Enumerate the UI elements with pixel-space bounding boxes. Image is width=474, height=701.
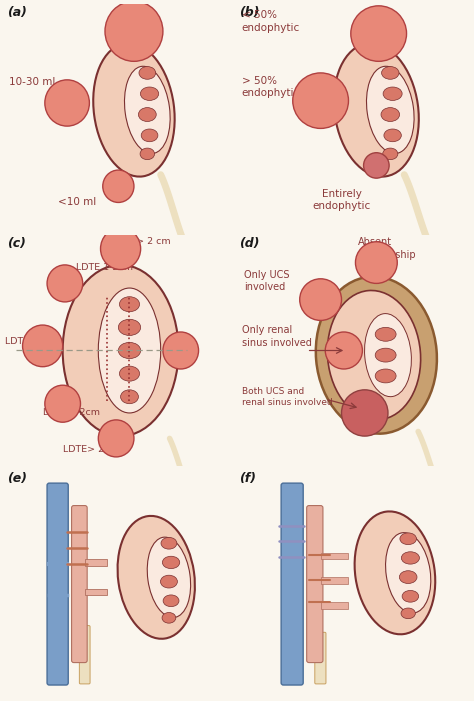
Ellipse shape	[98, 288, 161, 413]
Text: >30 ml: >30 ml	[112, 11, 150, 20]
Ellipse shape	[356, 242, 397, 283]
Text: < 50%
endophytic: < 50% endophytic	[242, 11, 300, 33]
Ellipse shape	[383, 148, 398, 160]
Ellipse shape	[383, 87, 402, 100]
Ellipse shape	[351, 6, 407, 61]
Ellipse shape	[163, 595, 179, 606]
Text: Both UCS and
renal sinus involved: Both UCS and renal sinus involved	[242, 387, 332, 407]
Text: (f): (f)	[239, 472, 256, 485]
Text: LDTE< 1 cm: LDTE< 1 cm	[5, 336, 64, 346]
FancyBboxPatch shape	[307, 505, 323, 662]
Text: > 50%
endophytic: > 50% endophytic	[242, 76, 300, 98]
Text: Entirely
endophytic: Entirely endophytic	[312, 189, 371, 211]
Ellipse shape	[316, 277, 437, 434]
Ellipse shape	[93, 43, 174, 177]
Text: LDTE> 2 cm: LDTE> 2 cm	[63, 445, 121, 454]
Text: 10-30 ml: 10-30 ml	[9, 77, 55, 87]
Ellipse shape	[364, 153, 389, 178]
Polygon shape	[85, 589, 107, 595]
Text: (c): (c)	[7, 237, 26, 250]
Text: LDTE 1-2cm: LDTE 1-2cm	[43, 408, 100, 417]
Ellipse shape	[365, 313, 411, 397]
Ellipse shape	[162, 613, 176, 623]
Ellipse shape	[382, 67, 399, 79]
Ellipse shape	[161, 538, 177, 549]
Ellipse shape	[119, 366, 139, 381]
Text: LDTE 1-2cm: LDTE 1-2cm	[76, 263, 133, 271]
FancyBboxPatch shape	[47, 483, 68, 685]
Ellipse shape	[140, 87, 159, 100]
Ellipse shape	[334, 43, 419, 177]
Ellipse shape	[105, 1, 163, 61]
Ellipse shape	[400, 571, 417, 583]
Ellipse shape	[385, 533, 431, 613]
Text: Only renal
sinus involved: Only renal sinus involved	[242, 325, 311, 348]
Ellipse shape	[45, 80, 90, 126]
Text: (d): (d)	[239, 237, 260, 250]
Ellipse shape	[381, 107, 400, 121]
Ellipse shape	[375, 348, 396, 362]
Ellipse shape	[401, 552, 419, 564]
Ellipse shape	[103, 170, 134, 203]
Ellipse shape	[375, 327, 396, 341]
Ellipse shape	[63, 265, 179, 436]
Ellipse shape	[400, 533, 417, 545]
Ellipse shape	[401, 608, 415, 619]
Ellipse shape	[120, 390, 138, 404]
Ellipse shape	[147, 537, 191, 618]
FancyBboxPatch shape	[72, 505, 87, 662]
FancyBboxPatch shape	[315, 632, 326, 684]
Text: (a): (a)	[7, 6, 27, 19]
Ellipse shape	[293, 73, 348, 128]
Polygon shape	[85, 559, 107, 566]
Ellipse shape	[118, 319, 141, 336]
Polygon shape	[320, 602, 348, 608]
Ellipse shape	[100, 228, 141, 269]
Ellipse shape	[163, 557, 180, 569]
Ellipse shape	[139, 67, 155, 79]
Text: <10 ml: <10 ml	[58, 198, 96, 207]
Ellipse shape	[375, 369, 396, 383]
Ellipse shape	[98, 420, 134, 457]
Ellipse shape	[45, 386, 81, 422]
Ellipse shape	[125, 67, 170, 154]
Ellipse shape	[118, 342, 141, 359]
Ellipse shape	[23, 325, 63, 367]
Ellipse shape	[355, 512, 435, 634]
Ellipse shape	[119, 297, 139, 312]
Ellipse shape	[300, 279, 341, 320]
Text: Absent
relationship: Absent relationship	[358, 237, 415, 259]
Ellipse shape	[384, 129, 401, 142]
Ellipse shape	[366, 67, 414, 154]
FancyBboxPatch shape	[79, 625, 90, 684]
Polygon shape	[320, 552, 348, 559]
Ellipse shape	[140, 148, 155, 160]
Ellipse shape	[163, 332, 199, 369]
Ellipse shape	[138, 107, 156, 121]
Text: (e): (e)	[7, 472, 27, 485]
Ellipse shape	[328, 290, 420, 420]
Ellipse shape	[141, 129, 158, 142]
Polygon shape	[320, 578, 348, 584]
Text: LDTE> 2 cm: LDTE> 2 cm	[112, 237, 170, 246]
Ellipse shape	[325, 332, 363, 369]
Ellipse shape	[47, 265, 82, 302]
Ellipse shape	[341, 390, 388, 436]
Text: Only UCS
involved: Only UCS involved	[244, 270, 290, 292]
Ellipse shape	[118, 516, 195, 639]
Ellipse shape	[161, 576, 177, 588]
FancyBboxPatch shape	[281, 483, 303, 685]
Text: (b): (b)	[239, 6, 260, 19]
Ellipse shape	[402, 590, 419, 602]
